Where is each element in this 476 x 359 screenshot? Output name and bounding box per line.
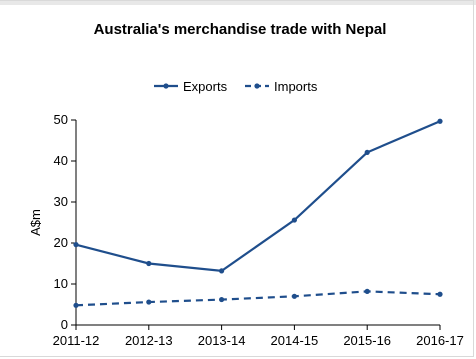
legend-marker-imports	[254, 83, 260, 89]
y-tick-label: 0	[61, 317, 68, 332]
data-point-exports	[73, 242, 79, 248]
x-tick-label: 2016-17	[416, 333, 464, 348]
x-tick-label: 2015-16	[343, 333, 391, 348]
data-point-imports	[219, 296, 225, 303]
x-tick-label: 2014-15	[271, 333, 319, 348]
x-tick-label: 2011-12	[53, 333, 100, 348]
series-line-exports	[75, 120, 441, 273]
series-line-imports	[75, 290, 441, 307]
top-border	[0, 0, 476, 5]
data-point-imports	[73, 302, 79, 308]
data-point-imports	[291, 293, 297, 299]
legend-label-exports: Exports	[183, 79, 228, 94]
data-point-imports	[146, 299, 152, 305]
data-point-exports	[291, 217, 297, 223]
legend: Exports Imports	[154, 79, 318, 94]
y-tick-label: 10	[54, 276, 68, 291]
data-point-imports	[437, 291, 443, 297]
chart-title: Australia's merchandise trade with Nepal	[93, 21, 387, 38]
y-tick-label: 30	[54, 194, 68, 209]
series-group	[73, 118, 443, 308]
data-point-exports	[364, 149, 370, 155]
data-point-imports	[364, 288, 370, 294]
y-tick-label: 20	[54, 235, 68, 250]
legend-label-imports: Imports	[274, 79, 318, 94]
data-point-exports	[146, 260, 152, 267]
y-axis-title: A$m	[28, 209, 43, 236]
legend-marker-exports	[163, 83, 169, 89]
y-tick-label: 50	[54, 112, 68, 127]
data-point-exports	[219, 268, 225, 274]
axes: 0 10 20 30 40 50 2011-12 2012-13 2013-14 2014-15 2…	[28, 112, 464, 348]
data-point-exports	[437, 118, 443, 124]
x-tick-label: 2013-14	[198, 333, 246, 348]
x-tick-label: 2012-13	[125, 333, 173, 348]
y-tick-label: 40	[54, 153, 68, 168]
